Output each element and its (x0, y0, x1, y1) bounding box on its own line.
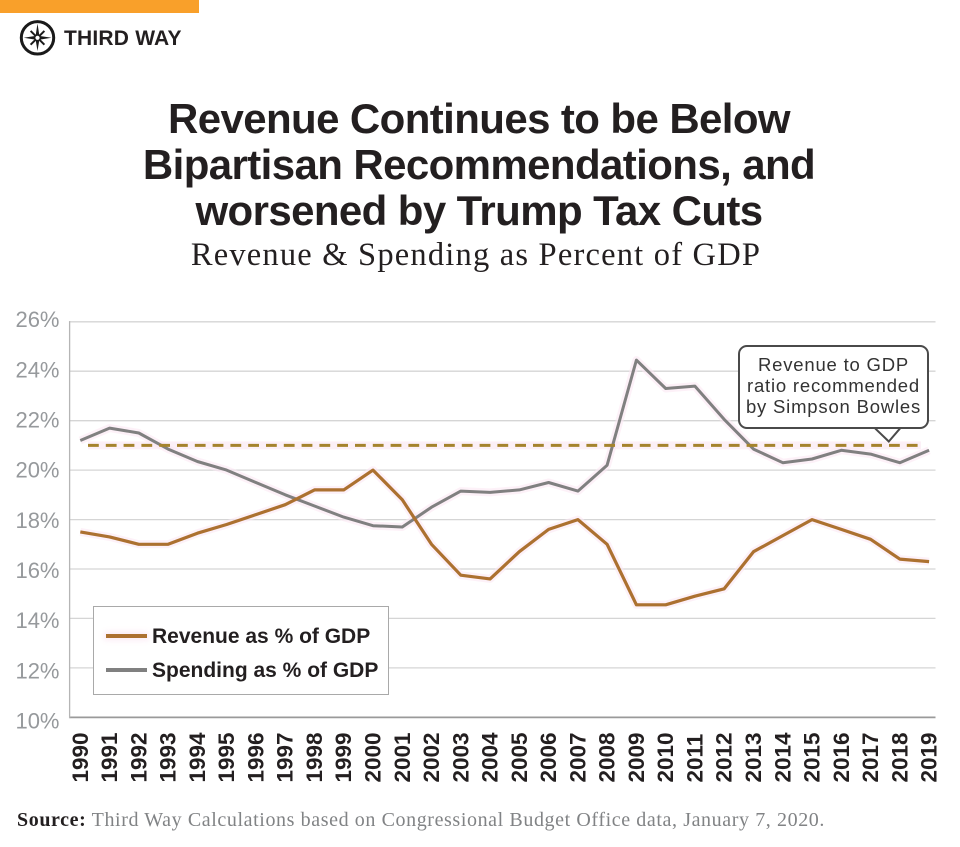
svg-text:2000: 2000 (361, 732, 386, 782)
svg-text:1991: 1991 (97, 732, 122, 782)
svg-text:2017: 2017 (858, 732, 883, 782)
svg-text:20%: 20% (15, 458, 59, 483)
svg-text:2009: 2009 (624, 732, 649, 782)
svg-text:1994: 1994 (185, 732, 210, 783)
svg-text:1993: 1993 (156, 732, 181, 782)
svg-text:2004: 2004 (478, 732, 503, 783)
svg-text:2008: 2008 (595, 732, 620, 782)
svg-text:1996: 1996 (243, 732, 268, 782)
svg-text:2006: 2006 (536, 732, 561, 782)
svg-text:2014: 2014 (770, 732, 795, 783)
svg-text:24%: 24% (15, 357, 59, 382)
svg-text:10%: 10% (15, 709, 59, 734)
svg-text:2010: 2010 (653, 732, 678, 782)
svg-text:14%: 14% (15, 608, 59, 633)
svg-text:12%: 12% (15, 658, 59, 683)
svg-text:1999: 1999 (331, 732, 356, 782)
svg-text:2013: 2013 (741, 732, 766, 782)
svg-text:1998: 1998 (302, 732, 327, 782)
svg-text:16%: 16% (15, 558, 59, 583)
svg-text:2012: 2012 (712, 732, 737, 782)
svg-text:2005: 2005 (507, 732, 532, 782)
svg-text:1997: 1997 (273, 732, 298, 782)
svg-text:2003: 2003 (448, 732, 473, 782)
svg-text:26%: 26% (15, 307, 59, 332)
svg-text:22%: 22% (15, 408, 59, 433)
svg-text:2007: 2007 (565, 732, 590, 782)
svg-text:18%: 18% (15, 508, 59, 533)
svg-text:2019: 2019 (917, 732, 942, 782)
svg-text:1995: 1995 (214, 732, 239, 782)
svg-text:2015: 2015 (800, 732, 825, 782)
svg-text:2002: 2002 (419, 732, 444, 782)
svg-text:2001: 2001 (390, 732, 415, 782)
svg-text:2011: 2011 (682, 734, 707, 783)
svg-text:2016: 2016 (829, 732, 854, 782)
svg-text:2018: 2018 (887, 732, 912, 782)
svg-text:1992: 1992 (126, 732, 151, 782)
svg-text:1990: 1990 (68, 732, 93, 782)
